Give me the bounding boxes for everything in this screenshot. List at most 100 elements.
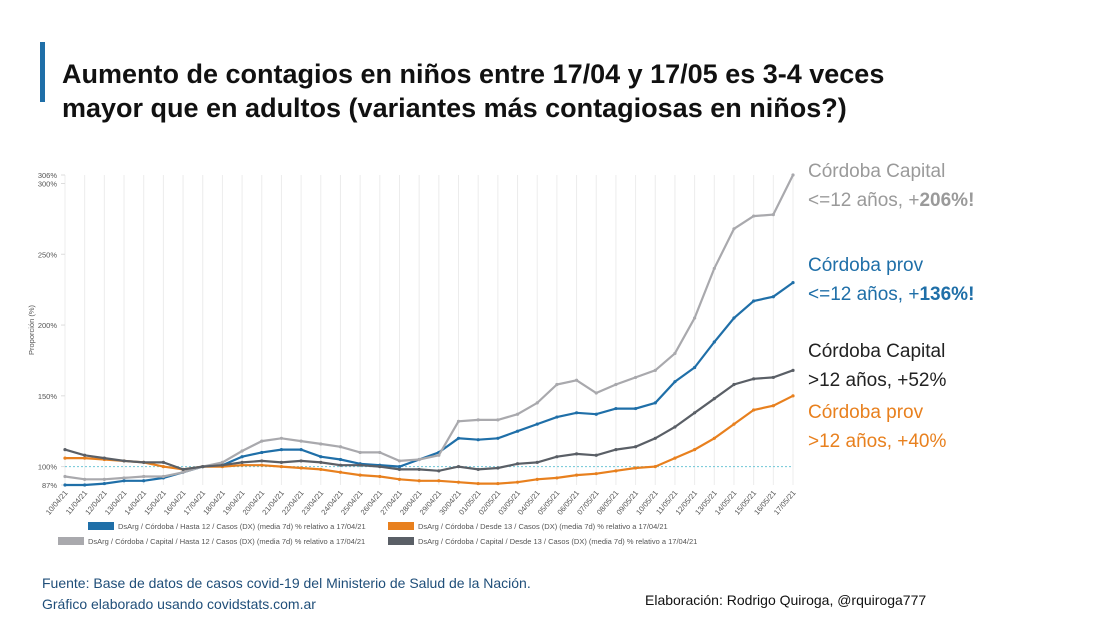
point — [378, 450, 382, 455]
point — [771, 375, 775, 380]
annotation-label: Córdoba Capital — [808, 341, 945, 362]
y-axis-label: Proporción (%) — [27, 304, 36, 355]
point — [614, 469, 618, 473]
point — [771, 295, 775, 299]
point — [437, 479, 441, 483]
point — [417, 467, 421, 472]
point — [63, 483, 67, 487]
annotation-label: Córdoba prov — [808, 402, 924, 423]
legend-label: DsArg / Córdoba / Hasta 12 / Casos (DX) … — [118, 522, 366, 531]
point — [752, 214, 756, 218]
point — [338, 463, 343, 467]
point — [791, 368, 795, 372]
y-tick-label: 100% — [38, 463, 58, 472]
point — [574, 378, 579, 382]
point — [456, 464, 461, 469]
point — [515, 480, 520, 484]
annotation-highlight: 136%! — [919, 284, 974, 305]
annotation-detail: <=12 años, +136%! — [808, 284, 974, 305]
point — [476, 467, 480, 472]
point — [496, 466, 500, 470]
point — [693, 411, 697, 415]
source: Fuente: Base de datos de casos covid-19 … — [42, 575, 531, 591]
annotation-label: Córdoba Capital — [808, 161, 945, 182]
point — [633, 466, 638, 470]
point — [476, 438, 480, 442]
legend-label: DsArg / Córdoba / Capital / Desde 13 / C… — [418, 537, 697, 546]
point — [732, 316, 736, 320]
point — [633, 445, 638, 449]
point — [358, 450, 362, 455]
point — [653, 401, 657, 405]
y-tick-label: 306% — [38, 171, 58, 180]
point — [83, 477, 87, 481]
point — [555, 415, 559, 419]
point — [220, 463, 225, 467]
point — [496, 418, 500, 422]
annotation-detail: <=12 años, +206%! — [808, 190, 974, 211]
point — [299, 459, 303, 463]
point — [535, 422, 539, 426]
point — [555, 382, 559, 387]
point — [515, 429, 520, 433]
point — [771, 213, 775, 217]
y-tick-label: 87% — [42, 481, 57, 490]
point — [476, 418, 480, 422]
annotation-label: Córdoba prov — [808, 255, 924, 276]
point — [633, 406, 638, 411]
point — [437, 453, 441, 457]
point — [181, 470, 185, 474]
point — [299, 448, 303, 452]
point — [653, 436, 657, 440]
point — [122, 459, 126, 463]
point — [693, 316, 697, 320]
point — [673, 456, 677, 460]
point — [456, 480, 461, 484]
annotation-text: >12 años, +52% — [808, 370, 946, 391]
point — [161, 474, 165, 479]
point — [319, 460, 323, 464]
point — [673, 380, 677, 384]
legend-swatch — [388, 522, 414, 530]
y-tick-label: 200% — [38, 321, 58, 330]
point — [142, 474, 146, 479]
point — [653, 368, 657, 372]
legend-label: DsArg / Córdoba / Capital / Hasta 12 / C… — [88, 537, 365, 546]
point — [260, 439, 264, 443]
point — [102, 477, 106, 481]
point — [417, 479, 421, 483]
point — [319, 455, 323, 459]
point — [142, 479, 146, 483]
point — [319, 442, 323, 446]
point — [791, 280, 795, 285]
point — [299, 466, 303, 470]
point — [476, 481, 480, 486]
source: Gráfico elaborado usando covidstats.com.… — [42, 596, 316, 612]
point — [673, 351, 677, 355]
point — [752, 377, 756, 381]
annotation-detail: >12 años, +52% — [808, 370, 946, 391]
point — [122, 479, 126, 483]
legend-label: DsArg / Córdoba / Desde 13 / Casos (DX) … — [418, 522, 668, 531]
point — [378, 464, 382, 469]
point — [102, 456, 106, 460]
point — [496, 481, 500, 486]
point — [633, 375, 638, 380]
point — [555, 476, 559, 480]
point — [358, 463, 362, 467]
point — [240, 460, 244, 464]
point — [397, 477, 402, 481]
point — [417, 457, 421, 462]
point — [535, 477, 539, 481]
point — [102, 481, 106, 486]
point — [63, 456, 67, 460]
point — [614, 448, 618, 452]
annotation-detail: >12 años, +40% — [808, 431, 946, 452]
point — [535, 460, 539, 464]
point — [161, 460, 165, 464]
point — [574, 411, 579, 415]
point — [378, 474, 382, 479]
point — [712, 266, 716, 271]
point — [181, 467, 185, 472]
point — [122, 476, 126, 480]
